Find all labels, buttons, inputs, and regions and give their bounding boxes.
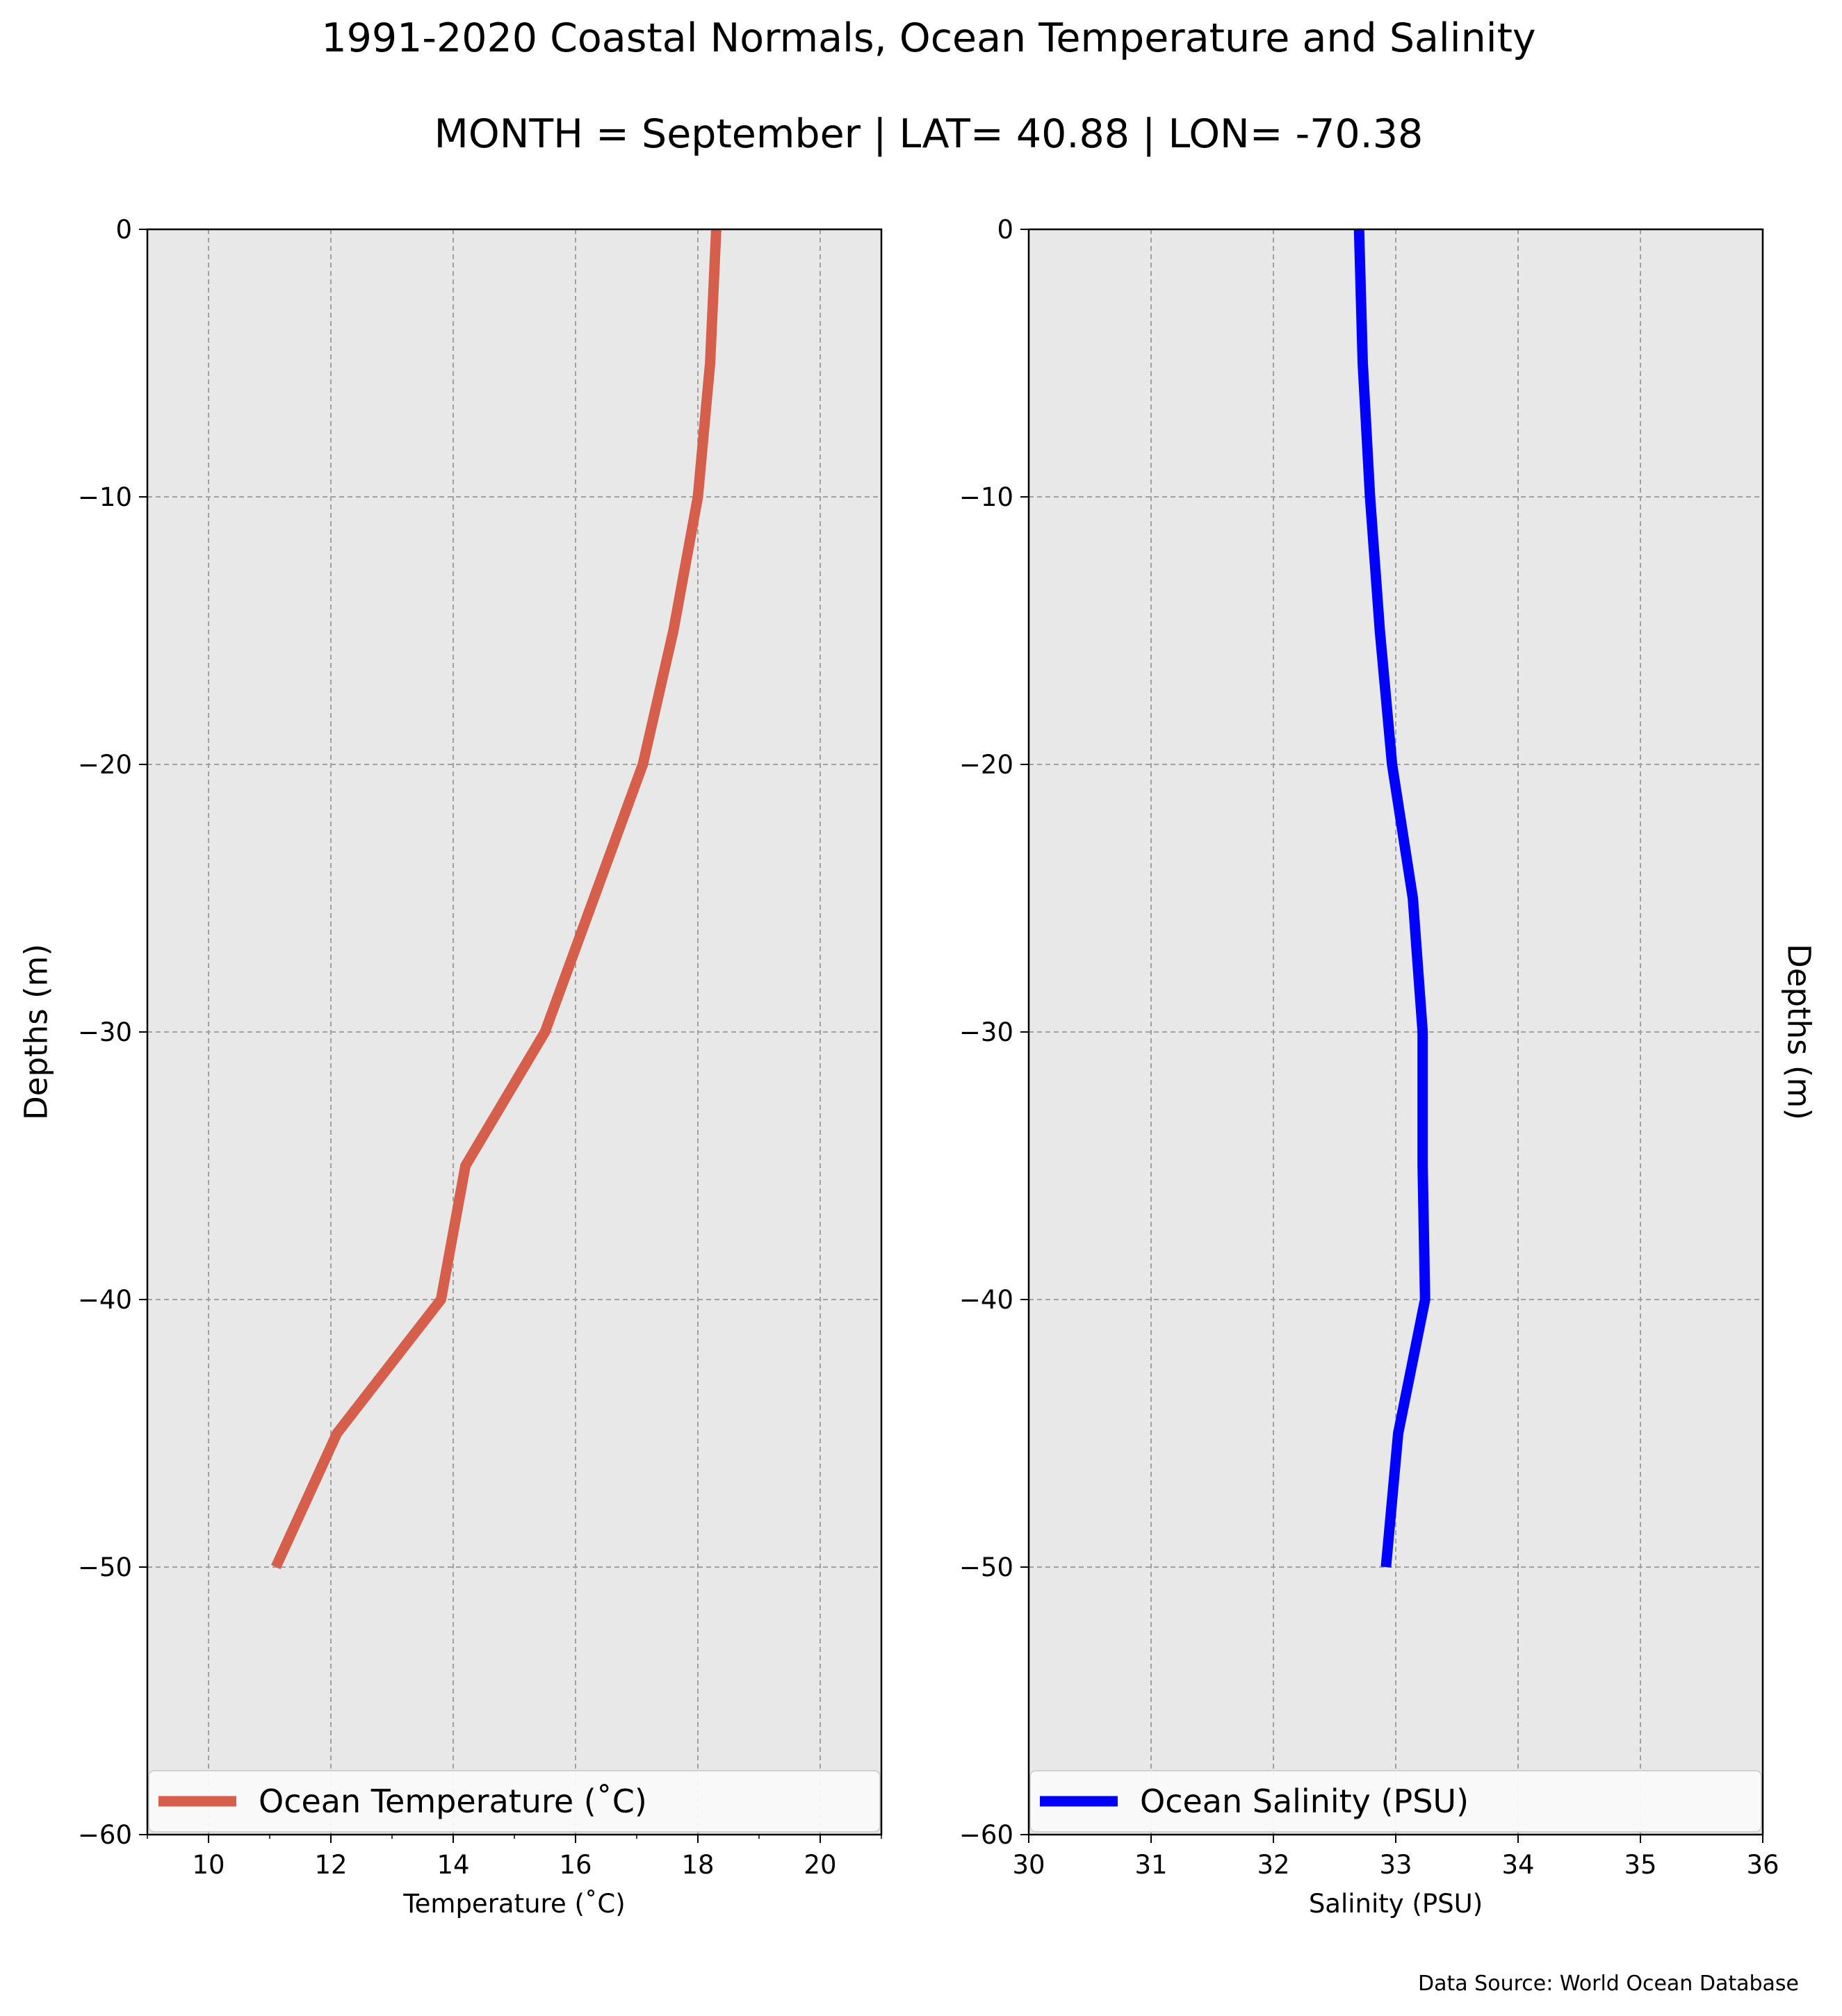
temp-legend-label: Ocean Temperature (˚C) xyxy=(259,1783,647,1820)
temp-x-axis-label: Temperature (˚C) xyxy=(402,1889,625,1919)
sal-x-axis-label: Salinity (PSU) xyxy=(1309,1889,1483,1919)
temp-xtick-label: 16 xyxy=(559,1850,592,1880)
figure-subtitle: MONTH = September | LAT= 40.88 | LON= -7… xyxy=(434,111,1424,157)
sal-legend: Ocean Salinity (PSU) xyxy=(1029,1770,1762,1833)
sal-ytick-label: −40 xyxy=(959,1285,1013,1315)
temp-ytick-label: 0 xyxy=(115,215,132,245)
sal-ytick-label: 0 xyxy=(997,215,1013,245)
temp-xtick-label: 18 xyxy=(681,1850,714,1880)
figure-title: 1991-2020 Coastal Normals, Ocean Tempera… xyxy=(321,15,1535,61)
temperature-panel: Ocean Temperature (˚C) 10 12 14 16 18 20 0 −10 −2… xyxy=(18,215,883,1919)
temp-ytick-label: −10 xyxy=(78,482,132,512)
sal-xtick-label: 36 xyxy=(1746,1850,1779,1880)
salinity-panel: Ocean Salinity (PSU) 30 31 32 33 34 35 36 0 −10 −2… xyxy=(959,215,1818,1919)
temp-xtick-label: 10 xyxy=(192,1850,225,1880)
temp-ytick-label: −60 xyxy=(78,1820,132,1850)
temp-xtick-label: 20 xyxy=(804,1850,836,1880)
sal-ytick-label: −30 xyxy=(959,1017,1013,1047)
sal-xtick-label: 35 xyxy=(1624,1850,1656,1880)
sal-ytick-label: −60 xyxy=(959,1820,1013,1850)
sal-ytick-label: −10 xyxy=(959,482,1013,512)
sal-xtick-label: 32 xyxy=(1257,1850,1289,1880)
data-source-note: Data Source: World Ocean Database xyxy=(1418,1972,1799,1996)
temp-series-line xyxy=(270,229,722,1570)
temp-ytick-label: −30 xyxy=(78,1017,132,1047)
temp-xtick-label: 12 xyxy=(314,1850,347,1880)
sal-ytick-label: −20 xyxy=(959,750,1013,780)
sal-ytick-label: −50 xyxy=(959,1552,1013,1582)
sal-legend-label: Ocean Salinity (PSU) xyxy=(1140,1783,1469,1820)
sal-xtick-label: 34 xyxy=(1501,1850,1534,1880)
sal-xtick-label: 33 xyxy=(1379,1850,1412,1880)
temp-legend-box xyxy=(148,1770,881,1833)
sal-y-axis-label: Depths (m) xyxy=(1781,944,1818,1120)
temp-ytick-label: −50 xyxy=(78,1552,132,1582)
temp-y-axis-label: Depths (m) xyxy=(18,944,55,1120)
temp-ytick-label: −40 xyxy=(78,1285,132,1315)
sal-xtick-label: 30 xyxy=(1012,1850,1045,1880)
sal-legend-box xyxy=(1029,1770,1762,1833)
sal-xtick-label: 31 xyxy=(1134,1850,1167,1880)
sal-series-line xyxy=(1353,229,1431,1568)
temp-xtick-label: 14 xyxy=(437,1850,469,1880)
temp-legend: Ocean Temperature (˚C) xyxy=(148,1770,881,1833)
temp-ytick-label: −20 xyxy=(78,750,132,780)
